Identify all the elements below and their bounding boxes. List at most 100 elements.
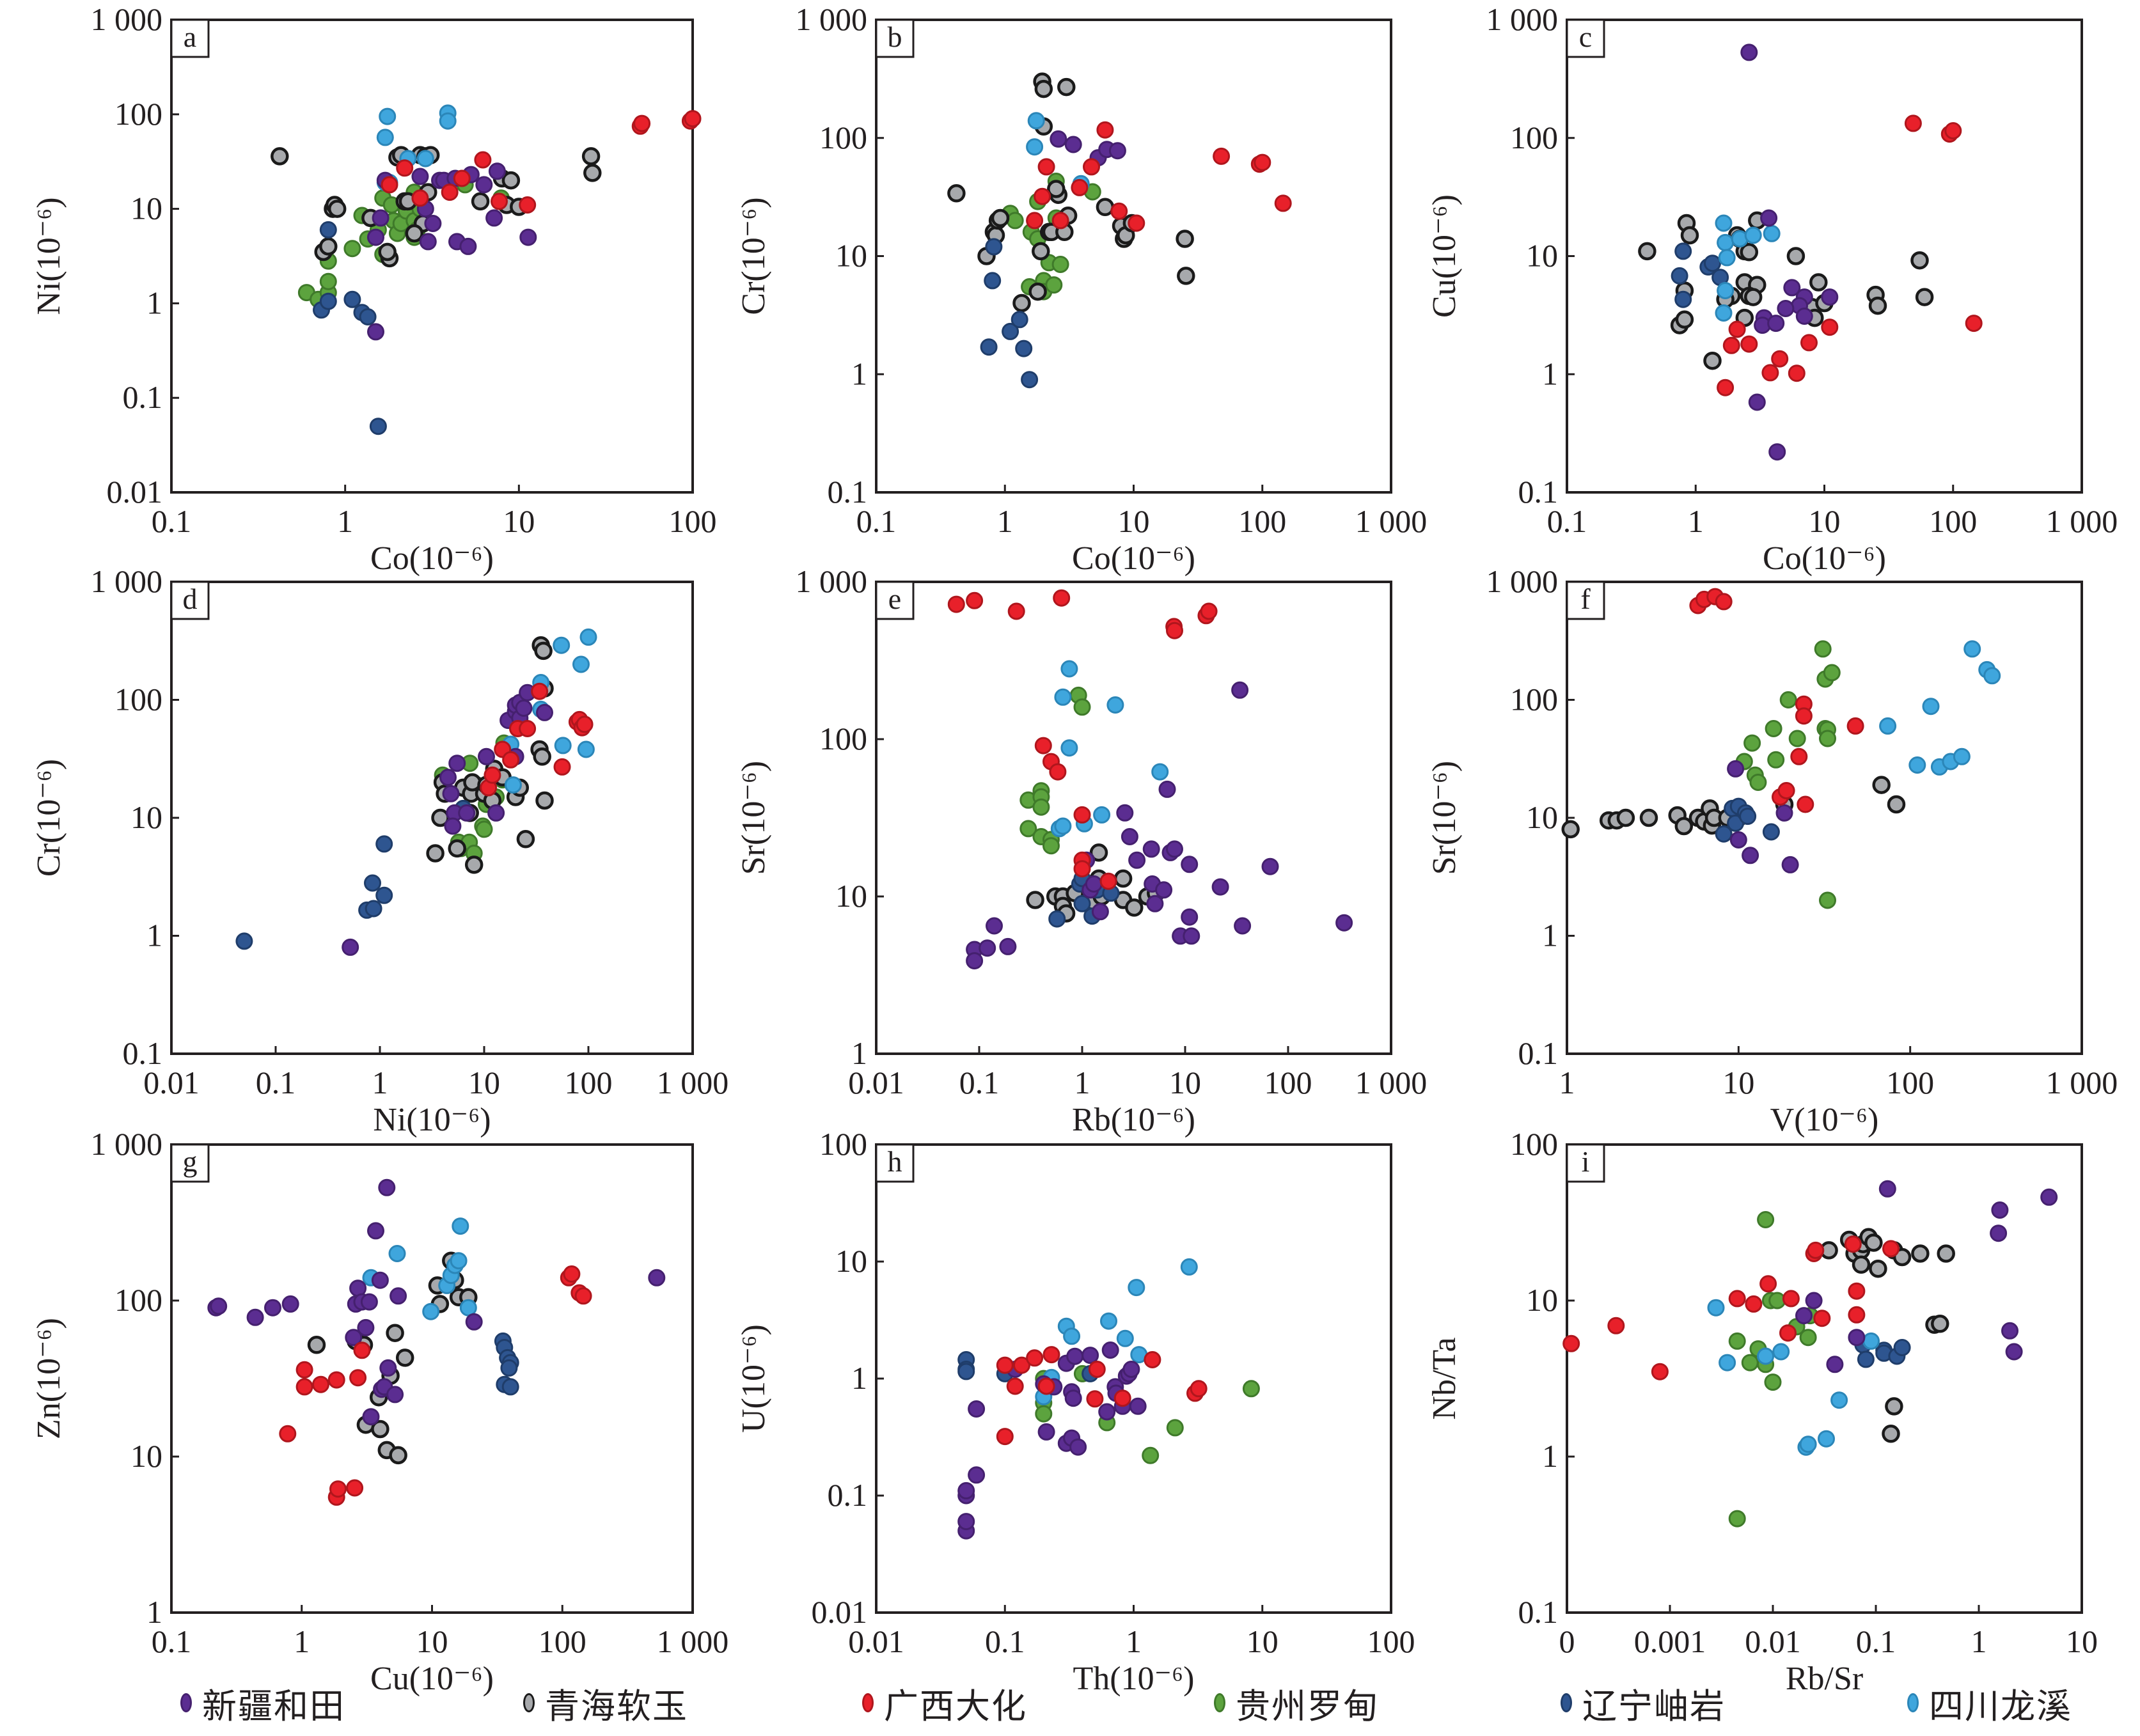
- data-point-gx: [441, 184, 459, 201]
- data-point-ln: [319, 292, 337, 310]
- data-point-xj: [999, 937, 1017, 955]
- data-point-gx: [996, 1356, 1014, 1374]
- data-point-gz: [1819, 730, 1836, 747]
- data-point-gx: [1073, 806, 1091, 824]
- series-d-xj: [342, 684, 553, 956]
- y-tick-label-i: 10: [1526, 1282, 1558, 1318]
- data-point-sc: [376, 129, 394, 146]
- x-tick-label-e: 100: [1264, 1065, 1312, 1100]
- data-point-xj: [1781, 856, 1799, 873]
- data-point-gx: [633, 114, 651, 132]
- data-point-xj: [386, 1386, 404, 1404]
- panel-c: 0.1 1 10 100 1 000 0.1 1 10 100 1 000 Co(10⁻⁶) Cu(1…: [1426, 1, 2118, 577]
- data-point-ln: [501, 1378, 519, 1396]
- data-point-gx: [295, 1361, 313, 1379]
- legend-marker-gx: [862, 1693, 874, 1712]
- data-point-gx: [1846, 717, 1864, 735]
- series-c-ln: [1671, 242, 1729, 308]
- x-tick-label-f: 1 000: [2046, 1065, 2118, 1100]
- data-point-gx: [396, 159, 414, 177]
- x-tick-label-i: 0.01: [1745, 1623, 1801, 1659]
- data-point-gx: [1034, 187, 1051, 205]
- data-point-qh: [1786, 247, 1806, 265]
- data-point-sc: [416, 150, 434, 168]
- x-tick-label-f: 1: [1559, 1065, 1575, 1100]
- data-point-ln: [1704, 254, 1721, 272]
- data-point-gz: [1073, 698, 1091, 716]
- x-tick-label-h: 0.1: [985, 1623, 1025, 1659]
- data-point-qh: [501, 171, 521, 190]
- data-point-gx: [1144, 1351, 1161, 1368]
- data-point-gx: [563, 1265, 581, 1283]
- series-e-gx: [947, 589, 1218, 890]
- y-tick-label-e: 10: [835, 878, 867, 914]
- x-axis-title-e: Rb(10⁻⁶): [1072, 1102, 1195, 1138]
- series-b-qh: [947, 72, 1195, 313]
- y-tick-label-d: 0.1: [123, 1035, 163, 1071]
- x-tick-label-c: 100: [1929, 503, 1977, 539]
- data-point-sc: [1715, 214, 1733, 232]
- data-point-sc: [1908, 756, 1926, 774]
- series-a-ln: [313, 221, 387, 435]
- data-point-gx: [353, 1341, 371, 1359]
- data-point-xj: [357, 1318, 375, 1336]
- x-tick-label-c: 1: [1688, 503, 1704, 539]
- data-point-gx: [502, 751, 520, 769]
- data-point-sc: [1718, 249, 1736, 267]
- series-b-xj: [1050, 130, 1126, 167]
- x-axis-title-d: Ni(10⁻⁶): [373, 1102, 491, 1138]
- data-point-ln: [980, 338, 998, 356]
- data-point-sc: [1054, 688, 1072, 706]
- data-point-gx: [553, 758, 571, 776]
- data-point-gz: [1051, 256, 1069, 273]
- legend: 新疆和田 青海软玉 广西大化 贵州罗甸 辽宁岫岩 四川龙溪: [0, 1680, 2140, 1726]
- panel-label-c: c: [1579, 20, 1592, 53]
- data-point-xj: [488, 162, 506, 180]
- data-point-gx: [1882, 1240, 1900, 1258]
- data-point-xj: [1234, 917, 1252, 935]
- data-point-gx: [491, 192, 508, 210]
- data-point-gz: [475, 820, 493, 838]
- x-axis-title-h: Th(10⁻⁶): [1073, 1661, 1195, 1697]
- data-point-gx: [1848, 1282, 1866, 1300]
- data-point-qh: [1872, 776, 1891, 794]
- data-point-sc: [1922, 698, 1940, 716]
- data-point-gz: [1728, 1510, 1746, 1528]
- x-tick-label-f: 10: [1722, 1065, 1754, 1100]
- data-point-qh: [1887, 795, 1906, 814]
- legend-item-xj: 新疆和田: [180, 1680, 345, 1726]
- data-point-xj: [458, 804, 476, 822]
- data-point-gx: [1073, 860, 1091, 878]
- data-point-gx: [1728, 1290, 1746, 1308]
- data-point-qh: [448, 839, 466, 858]
- x-tick-label-h: 10: [1247, 1623, 1278, 1659]
- data-point-qh: [389, 1446, 407, 1465]
- data-point-gz: [1814, 640, 1832, 658]
- data-point-ln: [375, 886, 393, 904]
- data-point-qh: [1703, 351, 1722, 370]
- legend-marker-sc: [1907, 1693, 1919, 1712]
- x-tick-label-e: 1 000: [1355, 1065, 1428, 1100]
- legend-marker-ln: [1561, 1693, 1572, 1712]
- plot-frame-b: [875, 19, 1392, 494]
- data-point-xj: [1795, 1307, 1813, 1325]
- data-point-gx: [295, 1378, 313, 1396]
- data-point-gx: [453, 169, 471, 187]
- data-point-sc: [459, 1299, 477, 1317]
- data-point-gx: [1190, 1380, 1208, 1398]
- y-tick-label-d: 100: [114, 682, 162, 717]
- data-point-xj: [389, 1287, 407, 1305]
- x-tick-label-c: 10: [1809, 503, 1841, 539]
- data-point-sc: [1180, 1258, 1198, 1276]
- series-a-gx: [381, 110, 702, 214]
- data-point-ln: [1715, 825, 1733, 843]
- data-point-xj: [459, 237, 477, 255]
- data-point-ln: [984, 272, 1002, 290]
- data-point-xj: [1821, 288, 1839, 306]
- data-point-xj: [968, 1466, 986, 1484]
- x-tick-label-i: 0.001: [1634, 1623, 1706, 1659]
- data-point-ln: [235, 932, 253, 950]
- x-tick-label-d: 0.1: [256, 1065, 296, 1100]
- data-point-xj: [515, 700, 533, 717]
- data-point-gx: [519, 196, 537, 214]
